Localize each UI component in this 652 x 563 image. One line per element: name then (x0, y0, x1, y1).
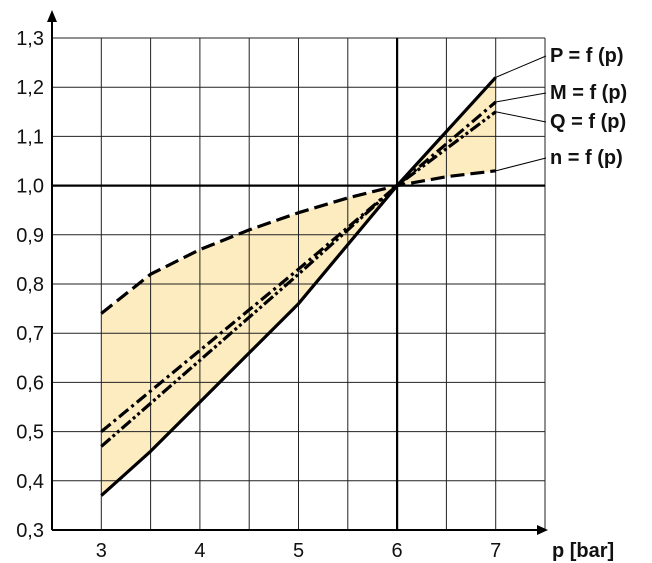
series-layer (100, 76, 497, 497)
legend-layer: P = f (p) M = f (p) Q = f (p) n = f (p) (495, 45, 627, 172)
x-axis-label: p [bar] (552, 540, 614, 562)
legend-leader-line (495, 157, 547, 172)
y-tick-label: 0,6 (16, 372, 44, 394)
y-axis-arrow (47, 10, 57, 22)
tick-label-layer: 3 4 5 6 7 0,3 0,4 0,5 0,6 0,7 0,8 0,9 1,0 1,1 1,2 1,3 (16, 28, 501, 562)
legend-leader-line (495, 92, 547, 103)
y-tick-label: 0,7 (16, 323, 44, 345)
series-line-4 (100, 169, 496, 315)
legend-label: n = f (p) (550, 147, 623, 169)
axes-layer (47, 10, 548, 535)
legend-label: Q = f (p) (550, 111, 626, 133)
y-tick-label: 1,3 (16, 28, 44, 50)
y-tick-label: 0,3 (16, 520, 44, 542)
y-tick-label: 0,8 (16, 274, 44, 296)
y-tick-label: 0,4 (16, 471, 44, 493)
y-tick-label: 1,1 (16, 126, 44, 148)
series-line-1 (100, 76, 497, 497)
series-line-2 (100, 100, 497, 433)
series-line-3 (100, 110, 497, 448)
x-tick-label: 5 (293, 540, 304, 562)
x-tick-label: 3 (96, 540, 107, 562)
legend-label: P = f (p) (550, 45, 624, 67)
x-tick-label: 4 (194, 540, 205, 562)
y-tick-label: 1,2 (16, 77, 44, 99)
y-tick-label: 0,5 (16, 422, 44, 444)
x-axis-arrow (537, 525, 548, 535)
legend-label: M = f (p) (550, 82, 627, 104)
legend-leader-line (495, 55, 547, 78)
y-tick-label: 0,9 (16, 225, 44, 247)
x-tick-label: 7 (490, 540, 501, 562)
x-tick-label: 6 (392, 540, 403, 562)
legend-leader-line (495, 111, 547, 123)
y-tick-label: 1,0 (16, 176, 44, 198)
